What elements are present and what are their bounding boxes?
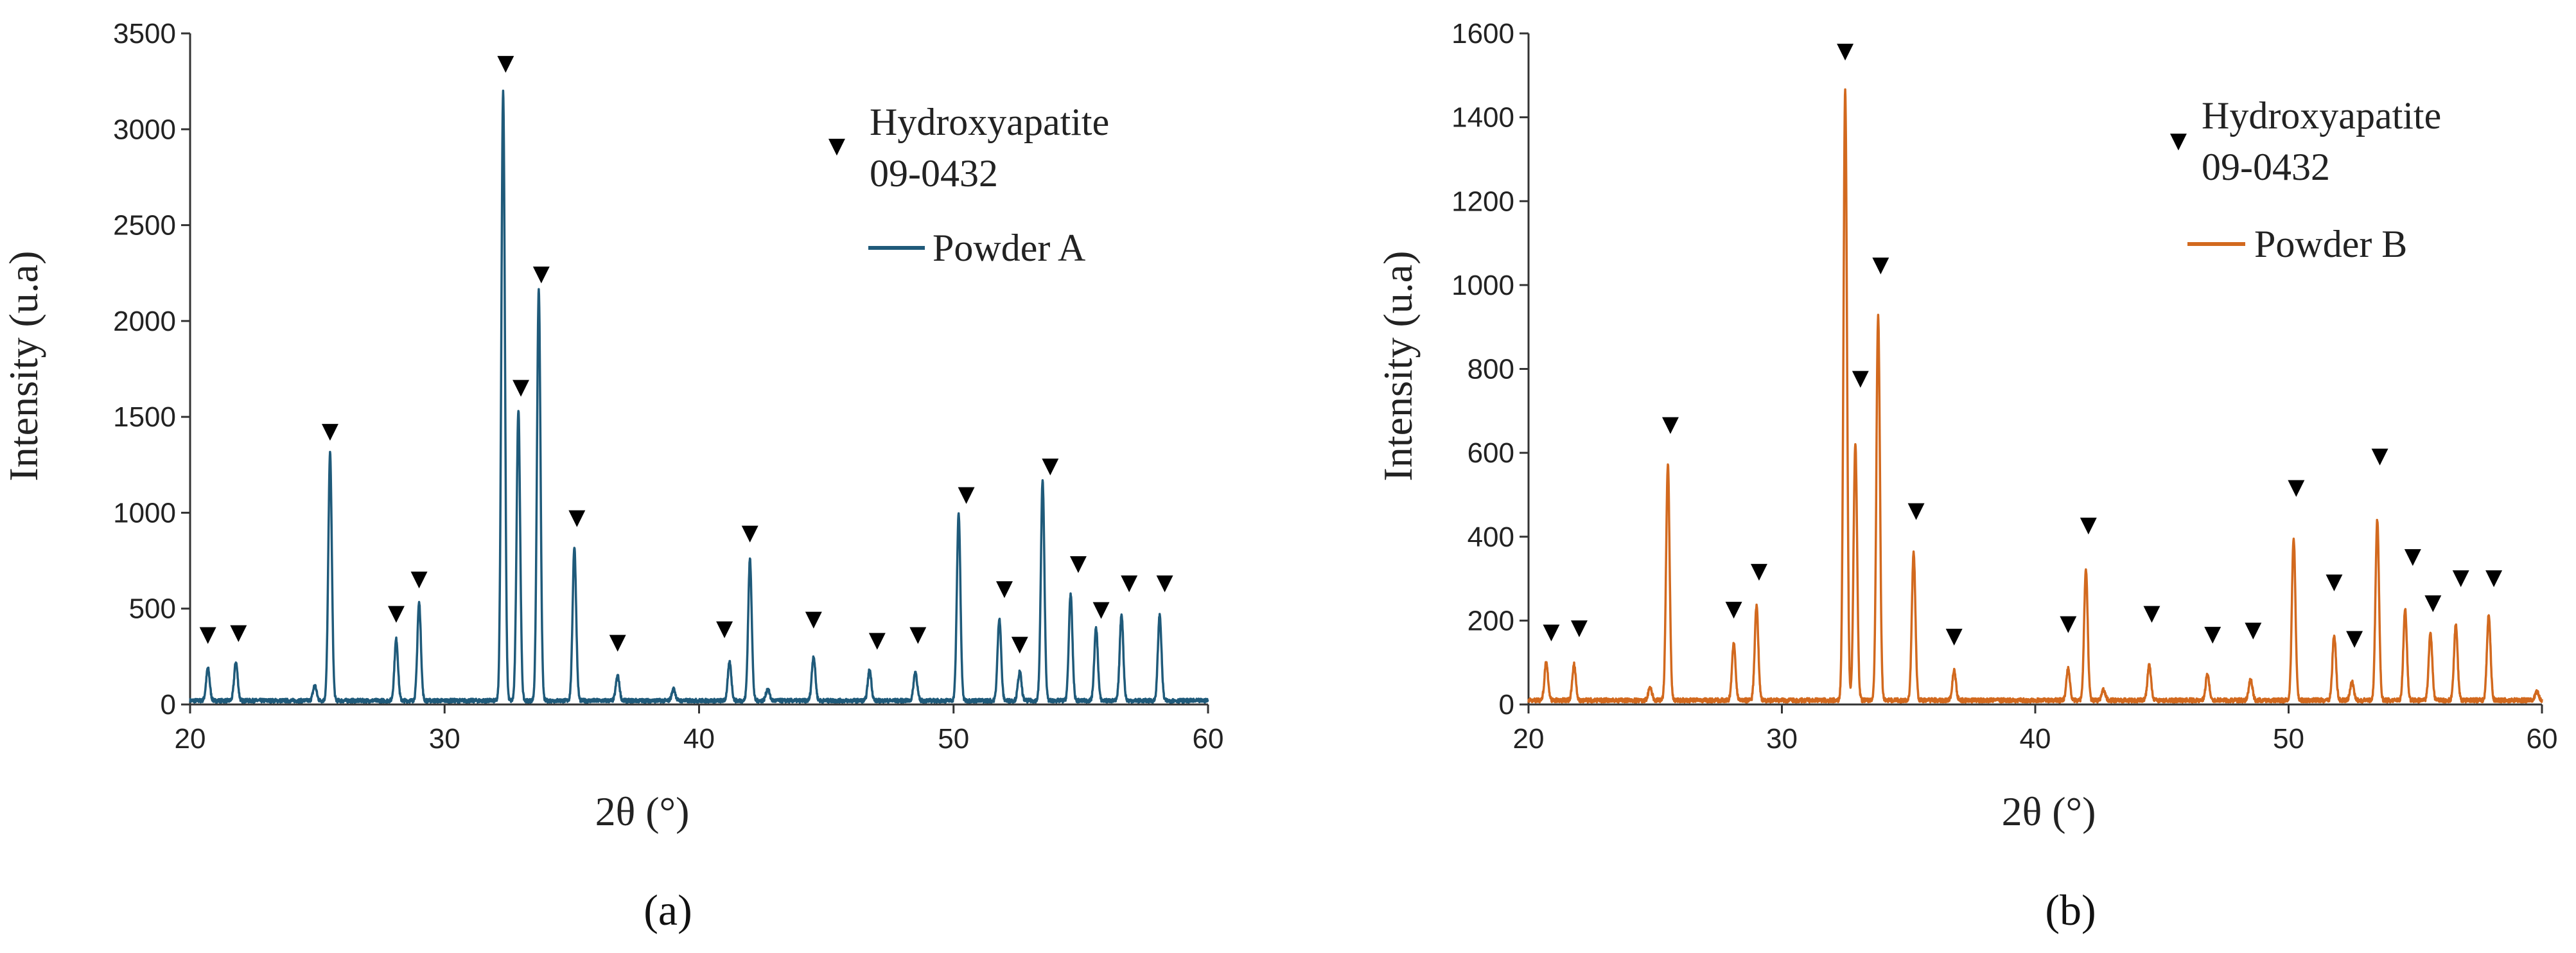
x-axis-title: 2θ (°)	[2002, 789, 2096, 834]
plot-area: 0 200 400 600 800 1000 1200 1400 1600 20 30 40 50 60 ▼…	[1451, 18, 2557, 755]
y-tick-label: 1500	[113, 401, 176, 433]
hydroxyapatite-marker-icon: ▼	[2424, 590, 2442, 615]
y-axis-title: Intensity (u.a)	[1, 251, 46, 482]
y-tick-label: 0	[161, 689, 176, 721]
y-tick-label: 1200	[1451, 186, 1514, 217]
hydroxyapatite-marker-icon: ▼	[716, 616, 733, 642]
chart-panel-a: 0 500 1000 1500 2000 2500 3000 3500 20 30 40 50 60 ▼ ▼…	[1, 18, 1223, 934]
x-tick-label: 20	[1513, 723, 1545, 755]
hydroxyapatite-marker-icon: ▼	[609, 629, 627, 654]
y-tick-label: 500	[129, 593, 176, 625]
hydroxyapatite-marker-icon: ▼	[2143, 600, 2160, 625]
x-tick-label: 30	[1766, 723, 1798, 755]
hydroxyapatite-marker-icon: ▼	[1571, 615, 1588, 640]
hydroxyapatite-marker-icon: ▼	[2204, 621, 2221, 647]
hydroxyapatite-marker-icon: ▼	[805, 606, 823, 632]
hydroxyapatite-marker-icon: ▼	[1092, 597, 1110, 622]
legend-marker-label-line2: 09-0432	[870, 152, 998, 195]
hydroxyapatite-marker-icon: ▼	[1908, 497, 1925, 523]
xrd-chart-b: 0 200 400 600 800 1000 1200 1400 1600 20 30 40 50 60 ▼…	[1375, 18, 2557, 934]
hydroxyapatite-marker-icon: ▼	[497, 50, 514, 76]
hydroxyapatite-marker-icon: ▼	[2405, 543, 2422, 569]
y-tick-label: 1600	[1451, 18, 1514, 49]
y-tick-label: 3000	[113, 114, 176, 145]
hydroxyapatite-marker-icon: ▼	[2485, 564, 2503, 590]
y-tick-label: 1000	[113, 497, 176, 529]
x-tick-label: 30	[429, 723, 460, 755]
hydroxyapatite-marker-icon: ▼	[2326, 568, 2343, 594]
y-axis-title: Intensity (u.a)	[1375, 251, 1421, 482]
hydroxyapatite-marker-icon: ▼	[909, 622, 927, 647]
hydroxyapatite-marker-icon: ▼	[1121, 570, 1138, 595]
hydroxyapatite-marker-icon: ▼	[1837, 38, 1854, 64]
x-tick-label: 60	[1193, 723, 1224, 755]
y-tick-label: 400	[1468, 521, 1514, 553]
legend: ▼ Hydroxyapatite 09-0432 Powder B	[2170, 94, 2441, 265]
hydroxyapatite-marker-icon: ▼	[568, 504, 586, 530]
hydroxyapatite-marker-icon: ▼	[742, 520, 759, 545]
x-tick-label: 50	[938, 723, 969, 755]
hydroxyapatite-marker-icon: ▼	[2060, 611, 2077, 636]
y-tick-label: 800	[1468, 354, 1514, 385]
x-tick-label: 60	[2527, 723, 2558, 755]
x-tick-label: 20	[175, 723, 206, 755]
y-tick-label: 600	[1468, 437, 1514, 469]
series-line-powder-b	[1527, 88, 2543, 704]
hydroxyapatite-marker-icon: ▼	[1042, 453, 1059, 478]
hydroxyapatite-marker-icon: ▼	[1725, 596, 1742, 622]
hydroxyapatite-marker-icon: ▼	[322, 418, 339, 444]
hydroxyapatite-marker-icon: ▼	[1070, 550, 1087, 576]
legend-marker-label-line2: 09-0432	[2202, 146, 2330, 188]
legend-series-label: Powder B	[2254, 223, 2407, 265]
x-tick-label: 40	[683, 723, 715, 755]
x-axis-title: 2θ (°)	[595, 789, 690, 834]
legend-marker-triangle-icon: ▼	[2170, 128, 2187, 153]
y-tick-label: 0	[1499, 689, 1514, 721]
panel-caption: (a)	[644, 886, 692, 934]
x-tick-label: 50	[2273, 723, 2304, 755]
hydroxyapatite-marker-icon: ▼	[533, 261, 550, 286]
y-tick-label: 2500	[113, 210, 176, 241]
hydroxyapatite-marker-icon: ▼	[1852, 365, 1870, 391]
x-tick-label: 40	[2020, 723, 2051, 755]
legend-marker-label-line1: Hydroxyapatite	[870, 101, 1109, 143]
y-tick-label: 200	[1468, 605, 1514, 636]
chart-panel-b: 0 200 400 600 800 1000 1200 1400 1600 20 30 40 50 60 ▼…	[1288, 0, 2576, 953]
hydroxyapatite-marker-icon: ▼	[200, 622, 217, 647]
legend-marker-triangle-icon: ▼	[828, 133, 846, 159]
hydroxyapatite-marker-icon: ▼	[1543, 619, 1560, 645]
y-tick-label: 2000	[113, 306, 176, 337]
hydroxyapatite-marker-icon: ▼	[1751, 558, 1768, 584]
hydroxyapatite-marker-icon: ▼	[388, 600, 405, 626]
hydroxyapatite-marker-icon: ▼	[996, 575, 1013, 601]
legend: ▼ Hydroxyapatite 09-0432 Powder A	[828, 101, 1109, 269]
series-line-powder-a	[189, 89, 1209, 704]
hydroxyapatite-marker-icon: ▼	[2371, 442, 2388, 468]
hydroxyapatite-marker-icon: ▼	[1662, 411, 1679, 437]
legend-marker-label-line1: Hydroxyapatite	[2202, 94, 2441, 137]
hydroxyapatite-marker-icon: ▼	[2346, 625, 2363, 651]
legend-series-label: Powder A	[933, 227, 1085, 269]
y-tick-label: 3500	[113, 18, 176, 49]
hydroxyapatite-marker-icon: ▼	[1012, 631, 1029, 656]
hydroxyapatite-marker-icon: ▼	[411, 566, 428, 591]
panel-caption: (b)	[2045, 886, 2096, 934]
y-tick-label: 1400	[1451, 102, 1514, 134]
hydroxyapatite-marker-icon: ▼	[1872, 252, 1889, 277]
y-tick-label: 1000	[1451, 270, 1514, 301]
hydroxyapatite-marker-icon: ▼	[958, 482, 975, 507]
hydroxyapatite-marker-icon: ▼	[513, 374, 530, 399]
hydroxyapatite-marker-icon: ▼	[2245, 616, 2262, 642]
hydroxyapatite-marker-icon: ▼	[230, 620, 247, 645]
hydroxyapatite-marker-icon: ▼	[2453, 564, 2470, 590]
hydroxyapatite-marker-icon: ▼	[1157, 570, 1174, 595]
hydroxyapatite-marker-icon: ▼	[1946, 623, 1963, 649]
hydroxyapatite-marker-icon: ▼	[869, 627, 886, 652]
hydroxyapatite-marker-icon: ▼	[2288, 474, 2305, 500]
hydroxyapatite-marker-icon: ▼	[2080, 512, 2098, 538]
